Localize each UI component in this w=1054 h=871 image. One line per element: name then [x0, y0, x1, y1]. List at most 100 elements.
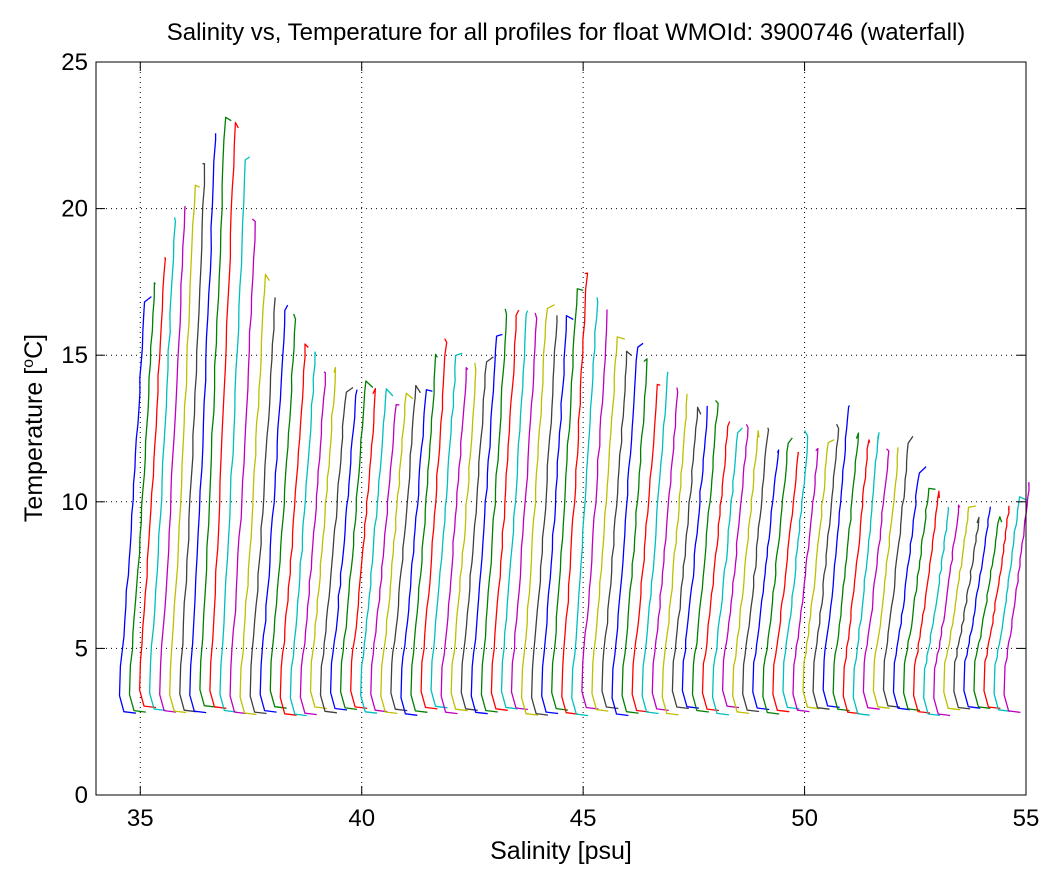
profile-line [118, 296, 152, 714]
profile-line [159, 205, 186, 713]
profile-line [309, 366, 337, 710]
profile-line [179, 162, 206, 713]
profile-line [530, 315, 558, 716]
profile-line [782, 430, 809, 710]
profile-line [902, 487, 936, 712]
profile-line [189, 133, 217, 714]
y-tick-label: 25 [61, 49, 88, 76]
y-tick-labels: 0 5 10 15 20 25 [61, 49, 88, 809]
profile-line [561, 272, 589, 715]
profile-line [541, 315, 574, 715]
profile-line [681, 405, 708, 709]
profile-line [350, 387, 377, 710]
profile-line [842, 439, 871, 715]
profile-line [138, 257, 167, 709]
profile-line [520, 304, 555, 716]
profile-line [762, 437, 793, 715]
profile-line [551, 288, 584, 711]
profile-line [360, 388, 394, 714]
y-axis-label-main: Temperature [ [20, 368, 48, 522]
profile-line [289, 351, 317, 717]
profile-line [792, 447, 819, 713]
y-tick-label: 5 [75, 635, 88, 662]
profile-line [852, 432, 880, 716]
profile-line [319, 386, 354, 714]
plot-frame [95, 61, 1027, 796]
profile-line [872, 447, 899, 709]
profile-line [892, 466, 927, 711]
profile-line [169, 184, 200, 714]
profile-line [993, 496, 1027, 712]
profile-line [721, 424, 749, 709]
y-tick-label: 20 [61, 196, 88, 223]
profile-line [923, 506, 950, 717]
profile-line [862, 448, 890, 710]
y-axis-label-superscript: o [20, 359, 37, 368]
profile-line [601, 350, 632, 710]
profile-line [631, 383, 661, 713]
profile-line [128, 282, 156, 713]
profile-line [621, 358, 648, 714]
profile-line [933, 504, 961, 717]
profile-line [661, 393, 688, 716]
profile-line [490, 309, 520, 711]
profile-line [430, 352, 463, 709]
profile-line [440, 367, 469, 715]
y-tick-label: 10 [61, 489, 88, 516]
profile-line [571, 297, 599, 717]
profile-line [420, 338, 448, 710]
profile-line [329, 389, 358, 711]
profile-line [390, 384, 422, 712]
profile-line [832, 432, 860, 712]
profile-line [239, 273, 270, 716]
profile-line [581, 309, 608, 710]
profile-line [148, 217, 177, 712]
y-tick-label: 15 [61, 342, 88, 369]
profile-line [963, 506, 992, 709]
profile-line [470, 333, 503, 715]
profile-line [249, 297, 276, 715]
y-axis-label-tail: C] [20, 334, 48, 359]
y-axis-label: Temperature [oC] [20, 334, 48, 522]
profile-line [973, 516, 1003, 709]
profile-line [912, 490, 940, 714]
profile-line [752, 449, 780, 711]
profile-line [611, 342, 644, 717]
profile-line [269, 313, 297, 709]
profile-line [410, 353, 438, 713]
x-tick-label: 40 [348, 805, 375, 832]
x-tick-label: 50 [791, 805, 818, 832]
profile-line [339, 380, 374, 711]
profile-line [380, 392, 414, 715]
profile-line [651, 387, 679, 712]
profile-line [510, 312, 538, 711]
axis-ticks [96, 61, 1027, 796]
profile-line [400, 389, 433, 716]
profile-line [802, 439, 835, 710]
profile-line [641, 371, 669, 715]
x-tick-labels: 35 40 45 50 55 [127, 805, 1039, 832]
profile-line [742, 427, 770, 713]
profile-line [953, 516, 980, 710]
x-tick-label: 45 [570, 805, 597, 832]
profile-line [370, 404, 400, 713]
profile-line [711, 427, 743, 716]
profile-line [701, 421, 731, 712]
profile-lines [118, 116, 1030, 717]
y-tick-label: 0 [75, 782, 88, 809]
profile-line [460, 356, 494, 711]
profile-line [209, 121, 239, 709]
profile-line [671, 406, 702, 710]
profile-line [219, 156, 251, 713]
profile-line [279, 343, 309, 716]
x-axis-label: Salinity [psu] [490, 837, 632, 865]
profile-line [591, 336, 625, 712]
profile-line [259, 304, 289, 713]
profile-line [480, 308, 508, 713]
profile-line [772, 451, 799, 713]
profile-line [732, 430, 760, 715]
profile-line [822, 405, 850, 709]
profile-line [500, 310, 529, 710]
profile-line [983, 505, 1010, 710]
